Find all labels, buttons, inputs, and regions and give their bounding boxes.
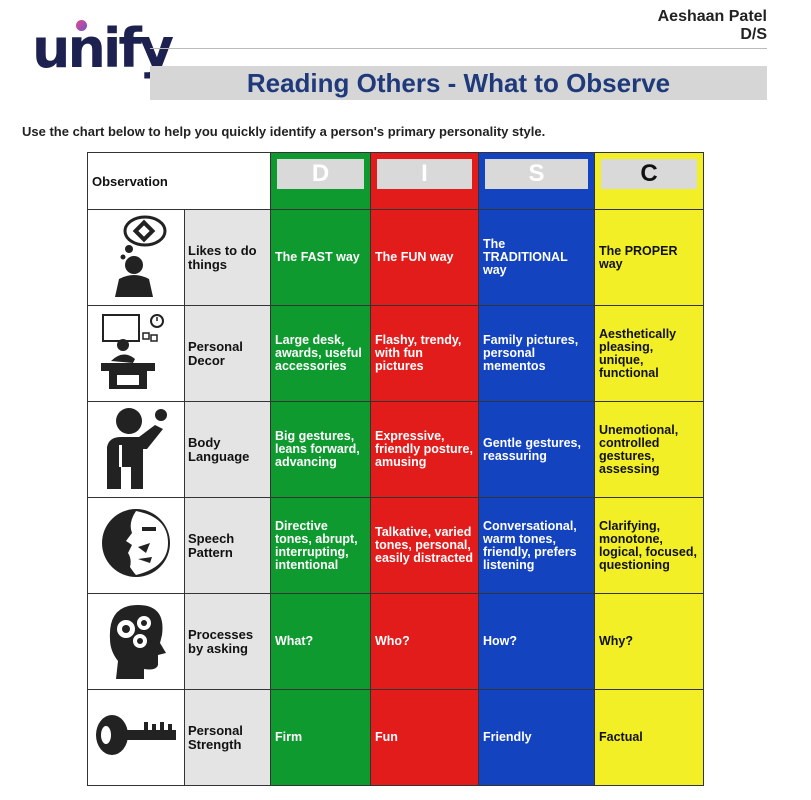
cell-s: Family pictures, personal mementos (478, 305, 595, 402)
key-icon (87, 689, 185, 786)
page-title: Reading Others - What to Observe (246, 68, 671, 98)
cell-c: Why? (594, 593, 704, 690)
person-name: Aeshaan Patel (657, 8, 767, 25)
cell-i: The FUN way (370, 209, 479, 306)
cell-c: Unemotional, controlled gestures, assess… (594, 401, 704, 498)
row-label: Personal Decor (184, 305, 271, 402)
observation-header: Observation (87, 152, 271, 210)
column-header-d: D (270, 152, 371, 210)
cell-s: Friendly (478, 689, 595, 786)
letter-i: I (377, 159, 472, 189)
cell-d: Directive tones, abrupt, interrupting, i… (270, 497, 371, 594)
cell-i: Flashy, trendy, with fun pictures (370, 305, 479, 402)
row-label: Processes by asking (184, 593, 271, 690)
table-row: Personal Decor Large desk, awards, usefu… (87, 305, 704, 402)
cell-i: Who? (370, 593, 479, 690)
desk-decor-icon (87, 305, 185, 402)
cell-s: Conversational, warm tones, friendly, pr… (478, 497, 595, 594)
letter-c: C (601, 159, 697, 189)
cell-i: Fun (370, 689, 479, 786)
letter-d: D (277, 159, 364, 189)
cell-c: Factual (594, 689, 704, 786)
column-header-s: S (478, 152, 595, 210)
cell-d: Big gestures, leans forward, advancing (270, 401, 371, 498)
row-label: Personal Strength (184, 689, 271, 786)
cell-i: Expressive, friendly posture, amusing (370, 401, 479, 498)
table-row: Processes by asking What? Who? How? Why? (87, 593, 704, 690)
title-bar: Reading Others - What to Observe (150, 66, 767, 100)
cell-c: Clarifying, monotone, logical, focused, … (594, 497, 704, 594)
head-gears-icon (87, 593, 185, 690)
table-row: Speech Pattern Directive tones, abrupt, … (87, 497, 704, 594)
cell-d: What? (270, 593, 371, 690)
table-row: Body Language Big gestures, leans forwar… (87, 401, 704, 498)
cell-c: Aesthetically pleasing, unique, function… (594, 305, 704, 402)
disc-table: Observation D I S C Likes to do things T… (87, 152, 704, 786)
header-row: Observation D I S C (87, 152, 704, 210)
table-row: Likes to do things The FAST way The FUN … (87, 209, 704, 306)
person-code: D/S (740, 26, 767, 43)
cell-s: How? (478, 593, 595, 690)
speech-face-icon (87, 497, 185, 594)
thinking-person-icon (87, 209, 185, 306)
letter-s: S (485, 159, 588, 189)
column-header-i: I (370, 152, 479, 210)
cell-d: Firm (270, 689, 371, 786)
cell-c: The PROPER way (594, 209, 704, 306)
logo-dot (76, 20, 87, 31)
cell-s: The TRADITIONAL way (478, 209, 595, 306)
cell-i: Talkative, varied tones, personal, easil… (370, 497, 479, 594)
body-gesture-icon (87, 401, 185, 498)
row-label: Likes to do things (184, 209, 271, 306)
column-header-c: C (594, 152, 704, 210)
row-label: Speech Pattern (184, 497, 271, 594)
header-divider (150, 48, 767, 49)
intro-text: Use the chart below to help you quickly … (22, 124, 546, 139)
row-label: Body Language (184, 401, 271, 498)
person-info: Aeshaan Patel D/S (658, 8, 767, 44)
cell-s: Gentle gestures, reassuring (478, 401, 595, 498)
table-row: Personal Strength Firm Fun Friendly Fact… (87, 689, 704, 786)
cell-d: The FAST way (270, 209, 371, 306)
cell-d: Large desk, awards, useful accessories (270, 305, 371, 402)
